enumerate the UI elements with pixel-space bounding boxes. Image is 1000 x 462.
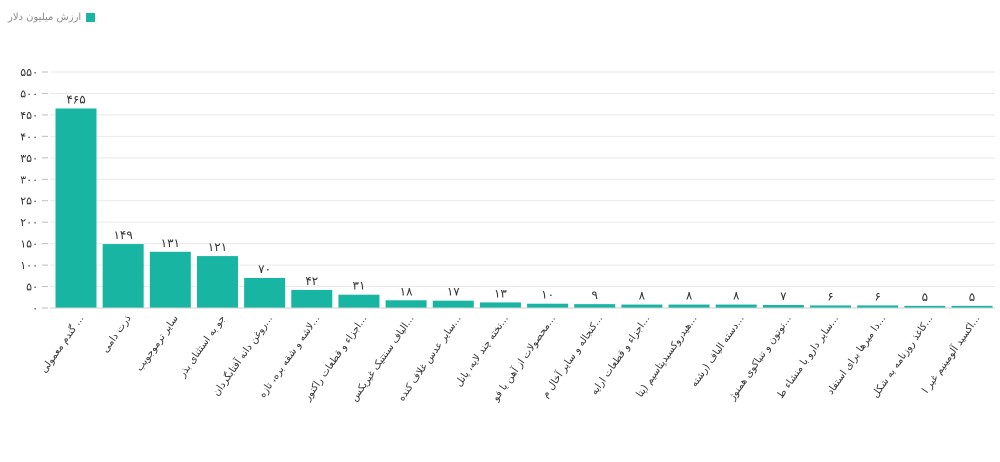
y-tick-label: ۳۵۰ <box>20 152 38 165</box>
y-tick-label: ۵۰۰ <box>20 87 38 100</box>
data-label: ۸ <box>639 289 646 303</box>
chart-legend: ارزش میلیون دلار <box>8 12 96 23</box>
data-label: ۱۲۱ <box>208 240 227 254</box>
x-tick-label: سایر ترموجویب <box>134 313 181 373</box>
bar <box>385 300 427 308</box>
bar <box>857 305 899 308</box>
data-label: ۴۲ <box>305 274 318 288</box>
data-label: ۷۰ <box>258 262 271 276</box>
bar <box>527 303 569 308</box>
data-label: ۹ <box>592 288 598 302</box>
data-label: ۵ <box>969 290 975 304</box>
data-label: ۱۳۱ <box>161 236 180 250</box>
bar <box>55 108 97 309</box>
y-tick-label: ۱۰۰ <box>20 259 38 272</box>
y-tick-label: ۳۰۰ <box>20 173 38 186</box>
bar <box>668 304 710 308</box>
y-tick-label: ۵۰ <box>26 281 38 294</box>
bar <box>715 304 757 308</box>
bar <box>244 277 286 308</box>
y-tick-label: ۲۵۰ <box>20 195 38 208</box>
y-tick-label: ۲۰۰ <box>20 216 38 229</box>
data-label: ۷ <box>780 289 787 303</box>
data-label: ۸ <box>686 289 693 303</box>
data-label: ۱۸ <box>400 284 413 298</box>
y-tick-label: ۵۵۰ <box>20 66 38 79</box>
legend-swatch <box>86 13 96 22</box>
x-tick-label: ذرت دامی <box>100 313 134 354</box>
y-tick-label: ۱۵۰ <box>20 238 38 251</box>
data-label: ۱۷ <box>447 285 460 299</box>
data-label: ۴۶۵ <box>66 92 85 106</box>
x-tick-label: گندم معمولی ... <box>38 313 87 375</box>
y-tick-label: ۴۰۰ <box>20 130 38 143</box>
bar <box>196 256 238 308</box>
data-label: ۱۴۹ <box>113 228 132 242</box>
data-label: ۱۰ <box>541 288 554 302</box>
bar <box>904 305 946 308</box>
bar <box>149 251 191 308</box>
bar <box>102 244 144 308</box>
data-label: ۵ <box>922 290 928 304</box>
x-tick-label: تخته چند لایه، پانل... <box>453 313 510 388</box>
data-label: ۸ <box>733 289 740 303</box>
data-label: ۶ <box>827 289 833 303</box>
legend-label: ارزش میلیون دلار <box>8 12 82 23</box>
bar <box>810 305 852 308</box>
bar <box>479 302 521 308</box>
bar <box>338 294 380 308</box>
bar <box>951 305 993 308</box>
bar <box>574 304 616 308</box>
x-tick-label: جو به استثنای بذر <box>176 313 227 380</box>
bar <box>621 304 663 308</box>
bar <box>762 304 804 308</box>
y-tick-label: ۰ <box>32 302 38 315</box>
data-label: ۱۳ <box>494 286 507 300</box>
bar <box>291 289 333 308</box>
bar <box>432 300 474 308</box>
data-label: ۶ <box>874 289 880 303</box>
data-label: ۳۱ <box>353 279 366 293</box>
y-tick-label: ۴۵۰ <box>20 109 38 122</box>
x-tick-label: دسته الیاف (رشته... <box>689 313 747 389</box>
